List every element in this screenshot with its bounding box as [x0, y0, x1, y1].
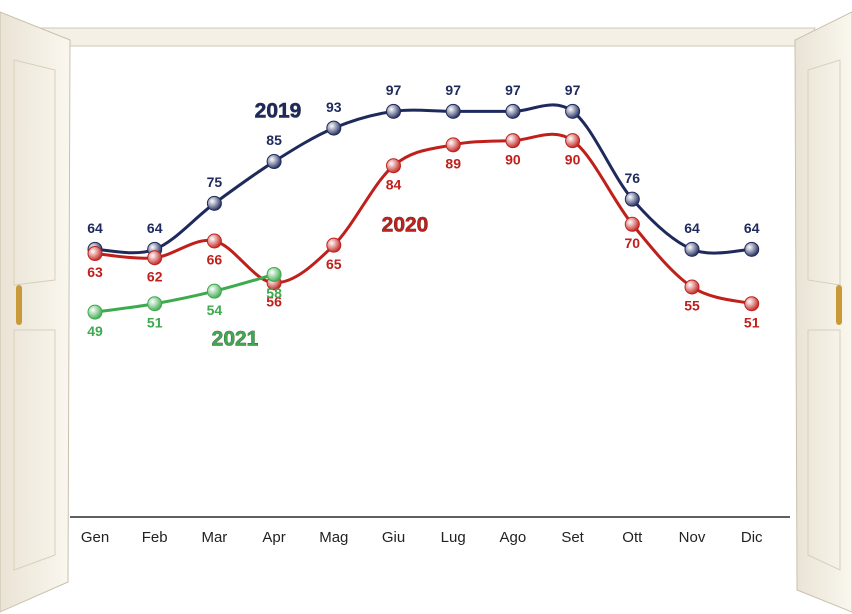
x-tick-label: Dic — [741, 529, 763, 546]
data-label: 64 — [744, 220, 760, 236]
point — [147, 296, 163, 312]
x-tick-label: Ago — [500, 529, 527, 546]
point — [266, 266, 282, 282]
point — [505, 133, 521, 149]
x-tick-label: Nov — [679, 529, 706, 546]
point — [744, 241, 760, 257]
series-name: 2021 — [212, 328, 259, 351]
x-tick-label: Giu — [382, 529, 405, 546]
data-label: 62 — [147, 268, 163, 284]
data-label: 65 — [326, 256, 342, 272]
point — [326, 120, 342, 136]
data-label: 76 — [625, 170, 641, 186]
point — [684, 279, 700, 295]
x-tick-label: Feb — [142, 529, 168, 546]
data-label: 90 — [505, 151, 521, 167]
series-name: 2019 — [255, 100, 302, 123]
x-tick-label: Lug — [441, 529, 466, 546]
point — [266, 154, 282, 170]
data-label: 75 — [207, 174, 223, 190]
data-label: 90 — [565, 151, 581, 167]
data-label: 84 — [386, 176, 402, 192]
data-label: 64 — [147, 220, 163, 236]
point — [565, 133, 581, 149]
data-label: 70 — [625, 235, 641, 251]
point — [147, 250, 163, 266]
point — [386, 158, 401, 174]
point — [505, 103, 521, 119]
data-label: 97 — [505, 82, 521, 98]
data-label: 51 — [147, 314, 163, 330]
data-label: 97 — [386, 82, 402, 98]
data-label: 51 — [744, 314, 760, 330]
data-label: 97 — [445, 82, 461, 98]
x-tick-label: Set — [561, 529, 584, 546]
point — [87, 246, 103, 262]
x-tick-label: Gen — [81, 529, 109, 546]
series-line — [94, 273, 275, 314]
point — [445, 137, 461, 153]
point — [206, 283, 222, 299]
x-tick-label: Mag — [319, 529, 348, 546]
data-label: 54 — [207, 302, 223, 318]
point — [445, 103, 461, 119]
data-label: 56 — [266, 294, 282, 310]
point — [565, 103, 581, 119]
point — [744, 296, 760, 312]
data-label: 64 — [87, 220, 103, 236]
data-label: 93 — [326, 99, 342, 115]
point — [206, 195, 222, 211]
point — [386, 103, 401, 119]
x-tick-label: Mar — [201, 529, 227, 546]
point — [624, 191, 640, 207]
data-label: 64 — [684, 220, 700, 236]
data-label: 97 — [565, 82, 581, 98]
point — [624, 216, 640, 232]
data-label: 85 — [266, 132, 282, 148]
x-tick-label: Ott — [622, 529, 643, 546]
data-label: 89 — [445, 156, 461, 172]
data-label: 49 — [87, 323, 103, 339]
x-tick-label: Apr — [262, 529, 285, 546]
data-label: 66 — [207, 252, 223, 268]
point — [684, 241, 700, 257]
point — [326, 237, 342, 253]
point — [206, 233, 222, 249]
data-label: 55 — [684, 298, 700, 314]
data-label: 58 — [266, 285, 282, 301]
data-label: 63 — [87, 264, 103, 280]
series-name: 2020 — [382, 214, 429, 237]
point — [87, 304, 103, 320]
